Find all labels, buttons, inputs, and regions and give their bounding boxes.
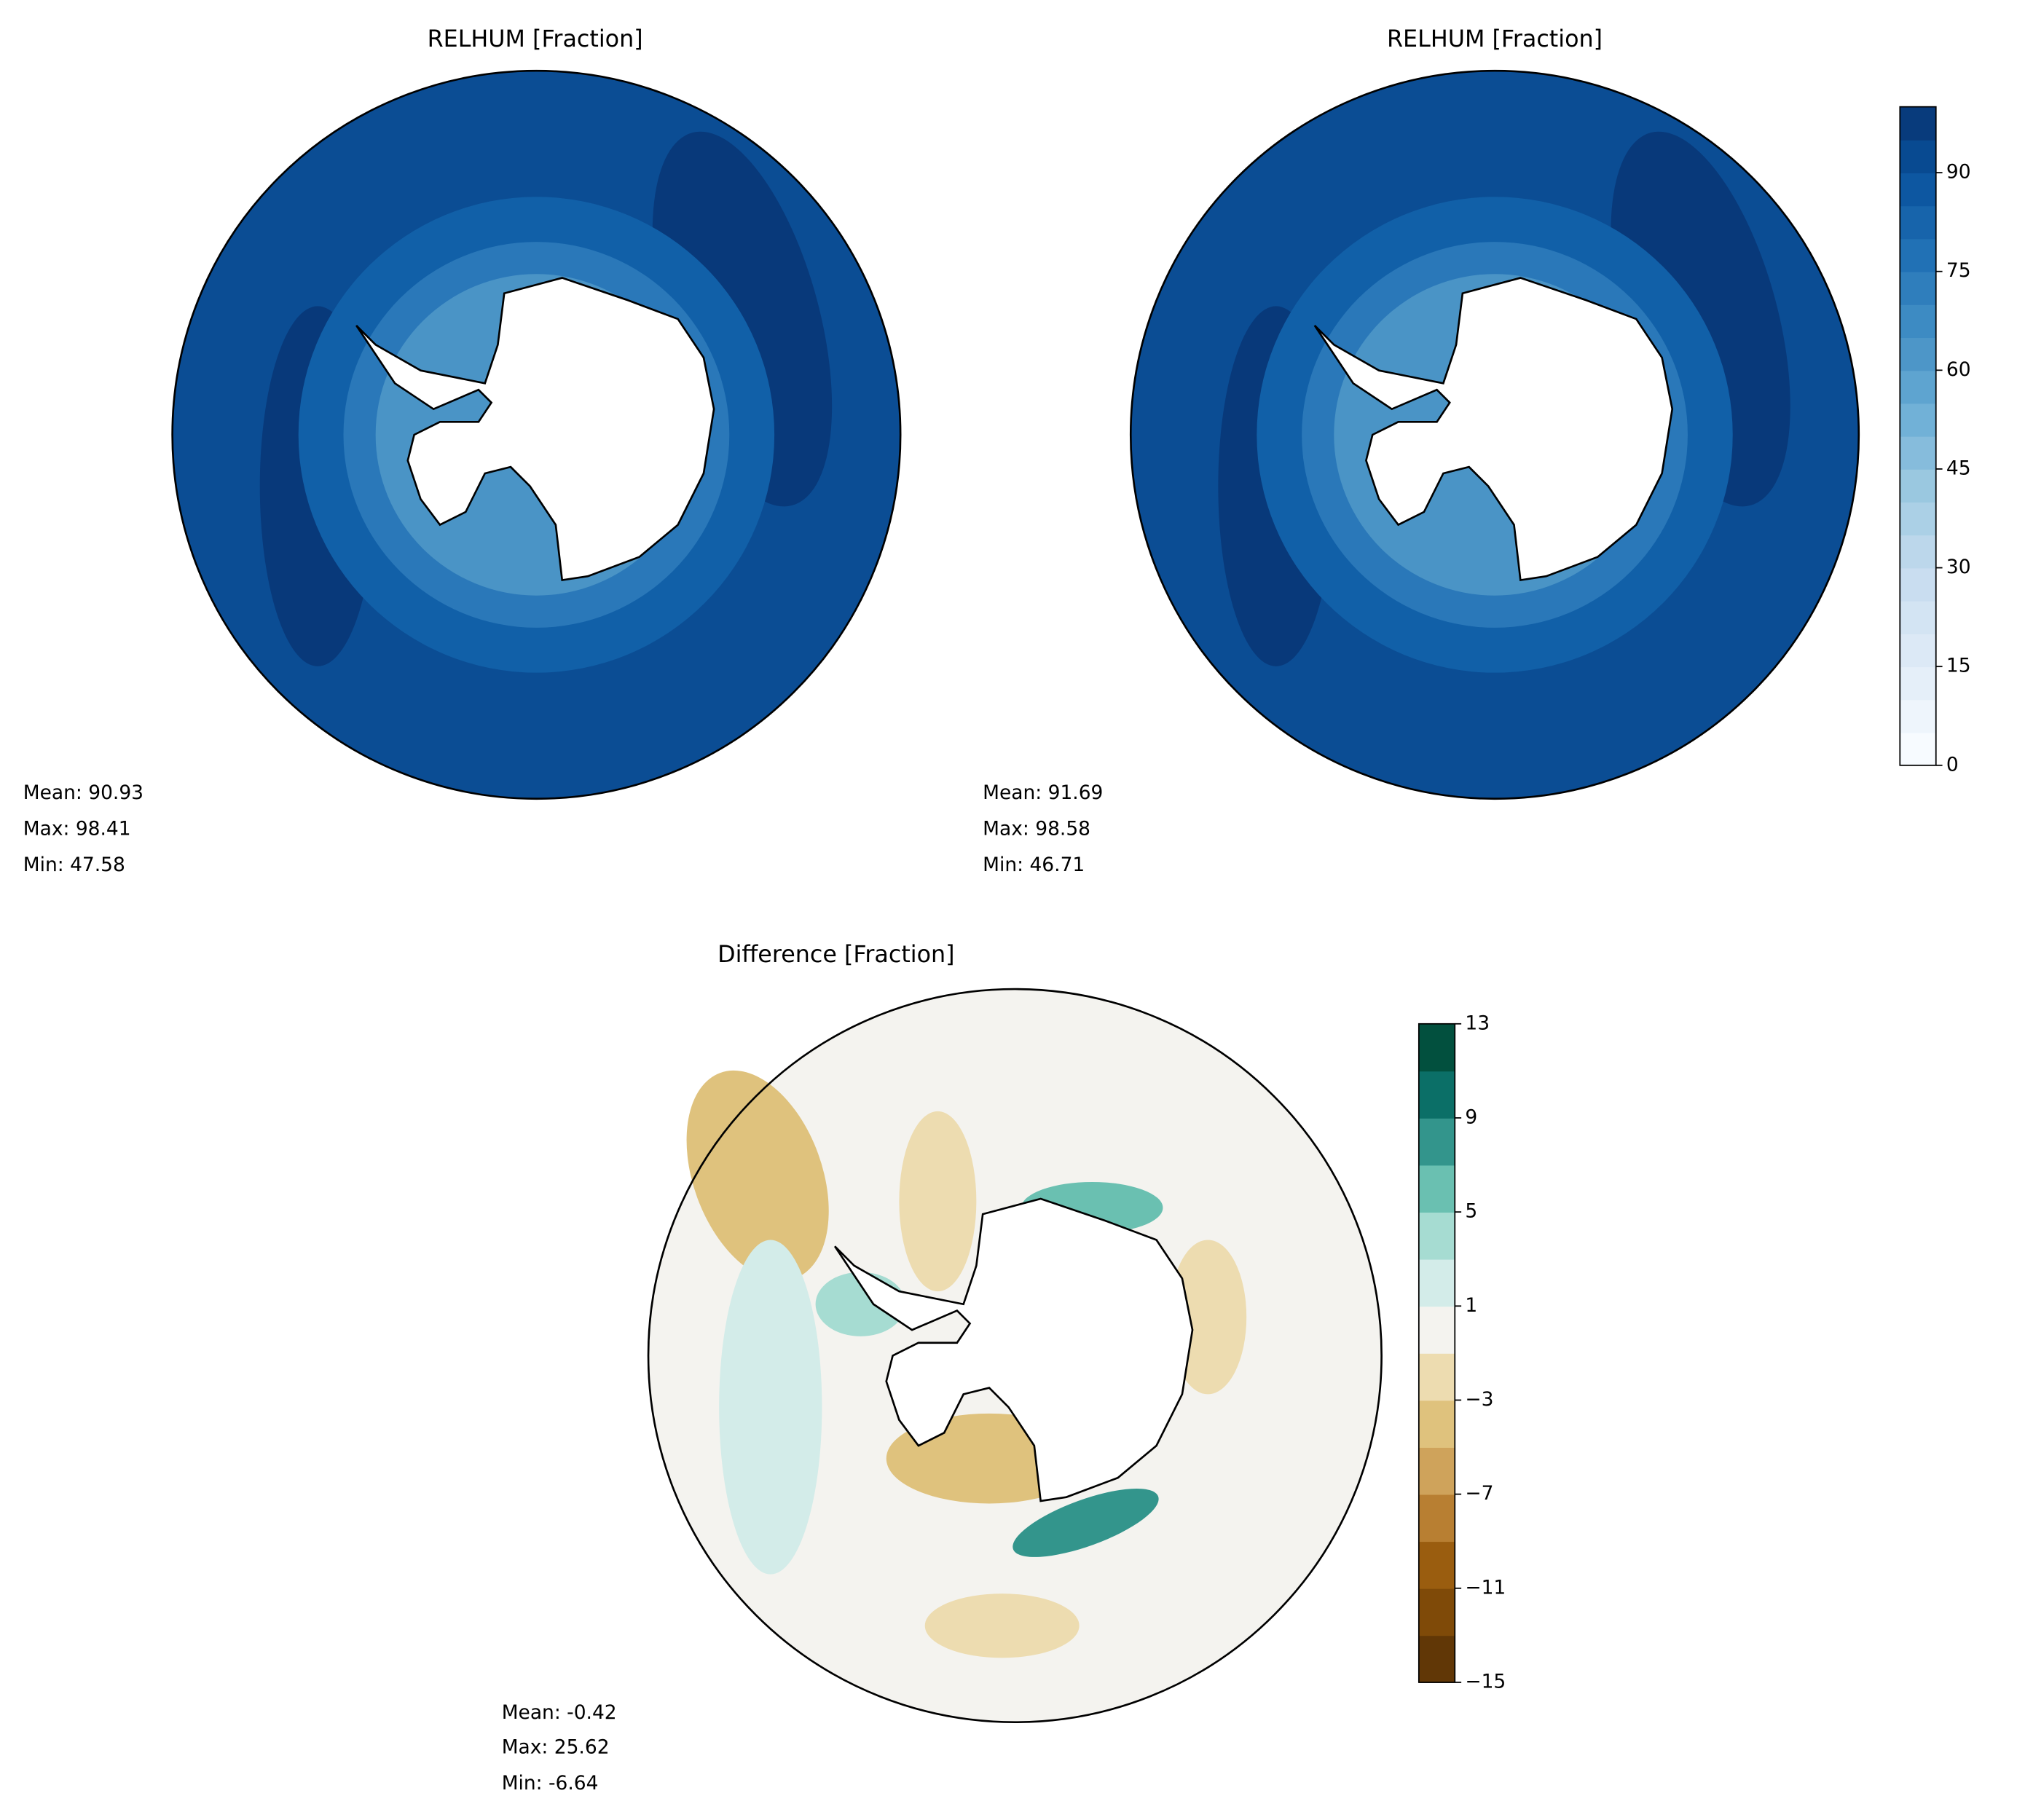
colorbar-band xyxy=(1418,1117,1455,1166)
colorbar-band xyxy=(1900,666,1936,701)
colorbar-band xyxy=(1900,732,1936,766)
colorbar-band xyxy=(1900,106,1936,141)
colorbar-band xyxy=(1900,139,1936,173)
colorbar-tick-label: 5 xyxy=(1465,1200,1477,1223)
colorbar-band xyxy=(1900,238,1936,272)
colorbar-band xyxy=(1418,1352,1455,1401)
colorbar-band xyxy=(1418,1447,1455,1495)
colorbar-tick-label: 1 xyxy=(1465,1294,1477,1317)
stat: Mean: -0.42 xyxy=(502,1701,617,1724)
stat: Mean: 90.93 xyxy=(23,781,143,804)
colorbar-band xyxy=(1900,304,1936,339)
colorbar-band xyxy=(1418,1541,1455,1589)
colorbar-tick-label: 90 xyxy=(1946,161,1971,184)
colorbar-tick-label: 60 xyxy=(1946,358,1971,381)
colorbar-band xyxy=(1900,271,1936,305)
map-panel-2: RELHUM [Fraction] Mean: 91.69 Max: 98.58… xyxy=(983,26,1859,876)
stat: Min: 46.71 xyxy=(983,854,1085,876)
colorbar-band xyxy=(1900,337,1936,371)
colorbar-band xyxy=(1418,1212,1455,1260)
colorbar-band xyxy=(1900,370,1936,404)
colorbar-band xyxy=(1900,600,1936,634)
colorbar-band xyxy=(1418,1258,1455,1307)
colorbar-band xyxy=(1418,1306,1455,1354)
colorbar-frame xyxy=(1899,106,1937,766)
colorbar-band xyxy=(1900,436,1936,470)
colorbar-band xyxy=(1900,567,1936,602)
colorbar-band xyxy=(1418,1588,1455,1636)
colorbar-tick-label: −15 xyxy=(1465,1670,1506,1693)
stat: Mean: 91.69 xyxy=(983,781,1103,804)
colorbar-tick-label: 45 xyxy=(1946,457,1971,479)
colorbar-band xyxy=(1900,502,1936,536)
stat: Min: 47.58 xyxy=(23,854,125,876)
colorbar-tick-label: −3 xyxy=(1465,1388,1493,1411)
colorbar-tick-label: −11 xyxy=(1465,1576,1506,1599)
colorbar-band xyxy=(1418,1165,1455,1213)
colorbar-tick-label: 13 xyxy=(1465,1012,1490,1034)
colorbar-band xyxy=(1900,699,1936,733)
colorbar-tick-label: 0 xyxy=(1946,753,1959,776)
colorbar-band xyxy=(1418,1494,1455,1543)
colorbar-band xyxy=(1900,205,1936,240)
stat: Max: 98.41 xyxy=(23,818,131,840)
colorbar-tick-label: −7 xyxy=(1465,1482,1493,1505)
colorbar-tick-label: 15 xyxy=(1946,655,1971,677)
colorbar-band xyxy=(1900,468,1936,503)
stat: Min: -6.64 xyxy=(502,1772,599,1795)
colorbar-band xyxy=(1900,535,1936,569)
colorbar-band xyxy=(1900,173,1936,207)
panel-title: Difference [Fraction] xyxy=(717,942,954,968)
colorbar-band xyxy=(1418,1071,1455,1119)
colorbar-tick-label: 75 xyxy=(1946,259,1971,282)
colorbar-tick-label: 30 xyxy=(1946,556,1971,578)
colorbar-frame xyxy=(1418,1023,1456,1683)
colorbar-band xyxy=(1418,1400,1455,1448)
panel-title: RELHUM [Fraction] xyxy=(428,26,643,52)
panel-title: RELHUM [Fraction] xyxy=(1387,26,1603,52)
colorbar-band xyxy=(1900,633,1936,668)
map-panel-1: RELHUM [Fraction] Mean: 90.93 Max: 98.41… xyxy=(23,26,900,876)
colorbar-band xyxy=(1418,1635,1455,1683)
colorbar-band xyxy=(1900,403,1936,437)
colorbar-band xyxy=(1418,1023,1455,1072)
stat: Max: 25.62 xyxy=(502,1736,610,1759)
map-panel-3: Difference [Fraction] Mean: -0.42 Max: 2… xyxy=(502,942,1383,1795)
colorbar-tick-label: 9 xyxy=(1465,1106,1477,1128)
stat: Max: 98.58 xyxy=(983,818,1090,840)
